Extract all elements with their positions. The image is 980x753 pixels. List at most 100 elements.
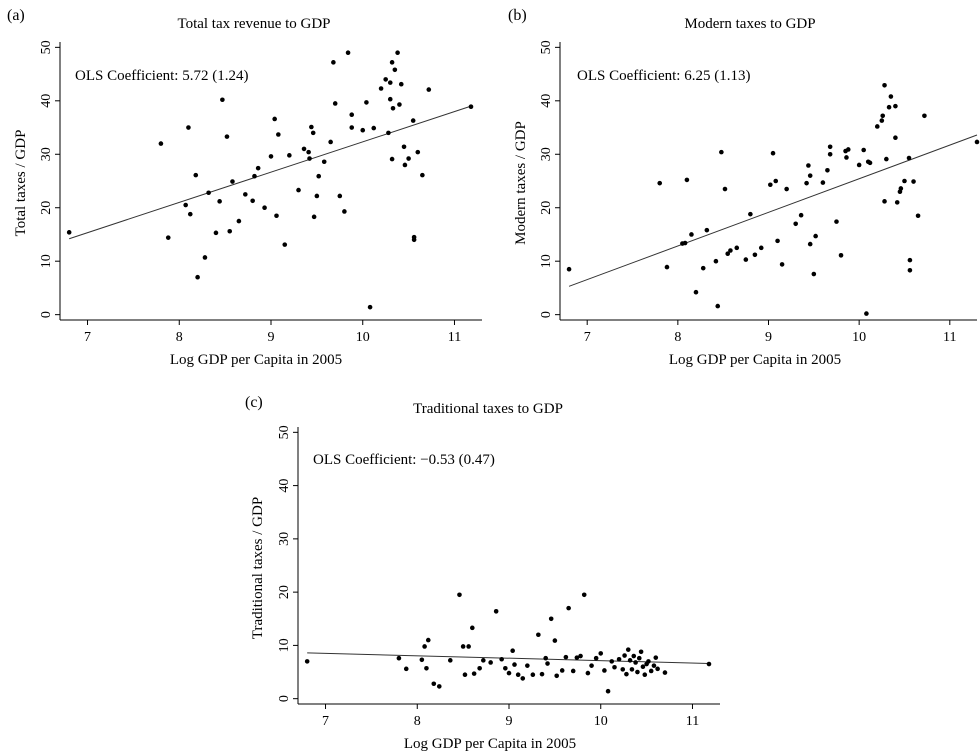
panel-b-data-point	[838, 253, 844, 258]
panel-c-data-point	[436, 684, 442, 689]
panel-b-x-tick-label: 9	[765, 330, 772, 345]
panel-b-data-point	[804, 180, 809, 186]
panel-a-data-point	[342, 209, 347, 214]
panel-c-data-point	[462, 672, 468, 678]
panel-c-data-point	[585, 670, 591, 676]
panel-a-data-point	[349, 112, 355, 118]
panel-b-y-axis-label: Modern taxes / GDP	[513, 121, 529, 245]
panel-a-data-point	[296, 187, 301, 193]
panel-a-title: Total tax revenue to GDP	[177, 16, 330, 32]
panel-b-data-point	[811, 271, 817, 277]
panel-c-data-point	[447, 658, 453, 663]
panel-a-data-point	[401, 144, 407, 150]
panel-a-data-point	[331, 60, 336, 65]
panel-b-y-tick-label: 40	[539, 94, 554, 108]
panel-c-x-axis-label: Log GDP per Capita in 2005	[404, 736, 576, 752]
panel-a-data-point	[158, 141, 164, 146]
panel-a-x-tick-label: 7	[84, 330, 91, 345]
panel-b-data-point	[719, 149, 724, 155]
panel-c-data-point	[422, 644, 427, 649]
panel-c-data-point	[633, 660, 638, 665]
panel-a-data-point	[66, 230, 72, 235]
panel-c-data-point	[552, 638, 558, 643]
panel-c-data-point	[503, 666, 508, 671]
panel-c-data-point	[662, 670, 668, 675]
panel-a-ols-annotation: OLS Coefficient: 5.72 (1.24)	[75, 68, 248, 84]
panel-c-data-point	[593, 655, 599, 661]
panel-a-data-point	[386, 130, 391, 136]
panel-c-x-tick-label: 7	[322, 714, 329, 729]
panel-c-data-point	[624, 671, 629, 677]
panel-a-data-point	[307, 156, 312, 161]
panel-c-data-point	[510, 648, 515, 654]
panel-a-data-point	[387, 80, 393, 85]
panel-b: (b) Modern taxes to GDP OLS Coefficient:…	[508, 7, 980, 368]
panel-c-data-point	[706, 661, 712, 667]
panel-b-data-point	[893, 103, 898, 109]
panel-b-data-point	[864, 311, 869, 316]
panel-a-data-point	[268, 154, 274, 159]
panel-b-data-point	[922, 113, 927, 119]
panel-c-data-point	[559, 668, 565, 673]
panel-c-data-point	[589, 663, 594, 668]
panel-c-data-point	[506, 670, 512, 676]
panel-c-data-point	[499, 656, 504, 662]
panel-c-data-point	[539, 671, 545, 677]
panel-c-data-point	[460, 644, 466, 649]
panel-a-data-point	[250, 198, 255, 204]
panel-a-data-point	[397, 102, 402, 107]
panel-b-data-point	[880, 113, 886, 119]
panel-c-data-point	[466, 644, 471, 649]
panel-a-data-point	[230, 179, 235, 184]
panel-c-data-point	[616, 656, 622, 662]
panel-a-data-point	[392, 67, 398, 73]
panel-b-data-point	[867, 160, 873, 166]
panel-b-data-point	[906, 155, 912, 161]
panel-a-data-point	[398, 81, 404, 87]
panel-c-data-point	[612, 664, 617, 670]
panel-b-data-point	[728, 248, 733, 253]
panel-a-letter: (a)	[7, 7, 25, 24]
panel-a-data-point	[389, 156, 395, 162]
panel-b-data-point	[893, 135, 898, 140]
panel-b-data-point	[874, 124, 880, 129]
panel-b-data-point	[725, 251, 731, 257]
panel-b-x-axis-label: Log GDP per Capita in 2005	[669, 352, 841, 368]
panel-c: (c) Traditional taxes to GDP OLS Coeffic…	[245, 394, 720, 752]
panel-b-data-point	[894, 200, 900, 205]
panel-b-data-point	[773, 178, 779, 184]
panel-b-data-point	[684, 177, 690, 183]
panel-a: (a) Total tax revenue to GDP OLS Coeffic…	[7, 7, 482, 368]
panel-b-data-point	[861, 147, 866, 153]
panel-b-x-tick-label: 8	[674, 330, 681, 345]
panel-a-data-point	[301, 146, 307, 152]
panel-b-ols-annotation: OLS Coefficient: 6.25 (1.13)	[577, 68, 750, 84]
panel-a-data-point	[410, 118, 416, 123]
panel-c-data-point	[470, 625, 475, 631]
panel-c-data-point	[578, 653, 583, 659]
panel-b-data-point	[713, 258, 719, 264]
panel-c-data-point	[396, 655, 402, 661]
panel-c-data-point	[642, 672, 648, 678]
panel-a-data-point	[390, 105, 396, 111]
panel-b-data-point	[882, 199, 887, 204]
panel-b-data-point	[715, 303, 721, 309]
panel-c-data-point	[431, 681, 437, 687]
panel-c-data-point	[471, 671, 477, 676]
panel-a-x-axis-label: Log GDP per Capita in 2005	[170, 352, 342, 368]
panel-c-data-point	[488, 660, 493, 665]
panel-a-data-point	[311, 214, 317, 220]
panel-a-data-point	[364, 100, 369, 105]
panel-b-data-point	[566, 266, 572, 272]
panel-b-y-tick-label: 20	[539, 201, 554, 215]
panel-a-data-point	[389, 60, 395, 65]
panel-a-data-point	[274, 213, 279, 219]
panel-c-data-point	[638, 649, 644, 655]
panel-a-x-tick-label: 10	[356, 330, 370, 345]
panel-c-y-tick-label: 10	[277, 638, 292, 652]
panel-b-data-point	[915, 213, 921, 219]
panel-b-data-point	[734, 245, 740, 251]
panel-b-data-point	[784, 186, 789, 192]
panel-c-data-point	[304, 659, 310, 664]
